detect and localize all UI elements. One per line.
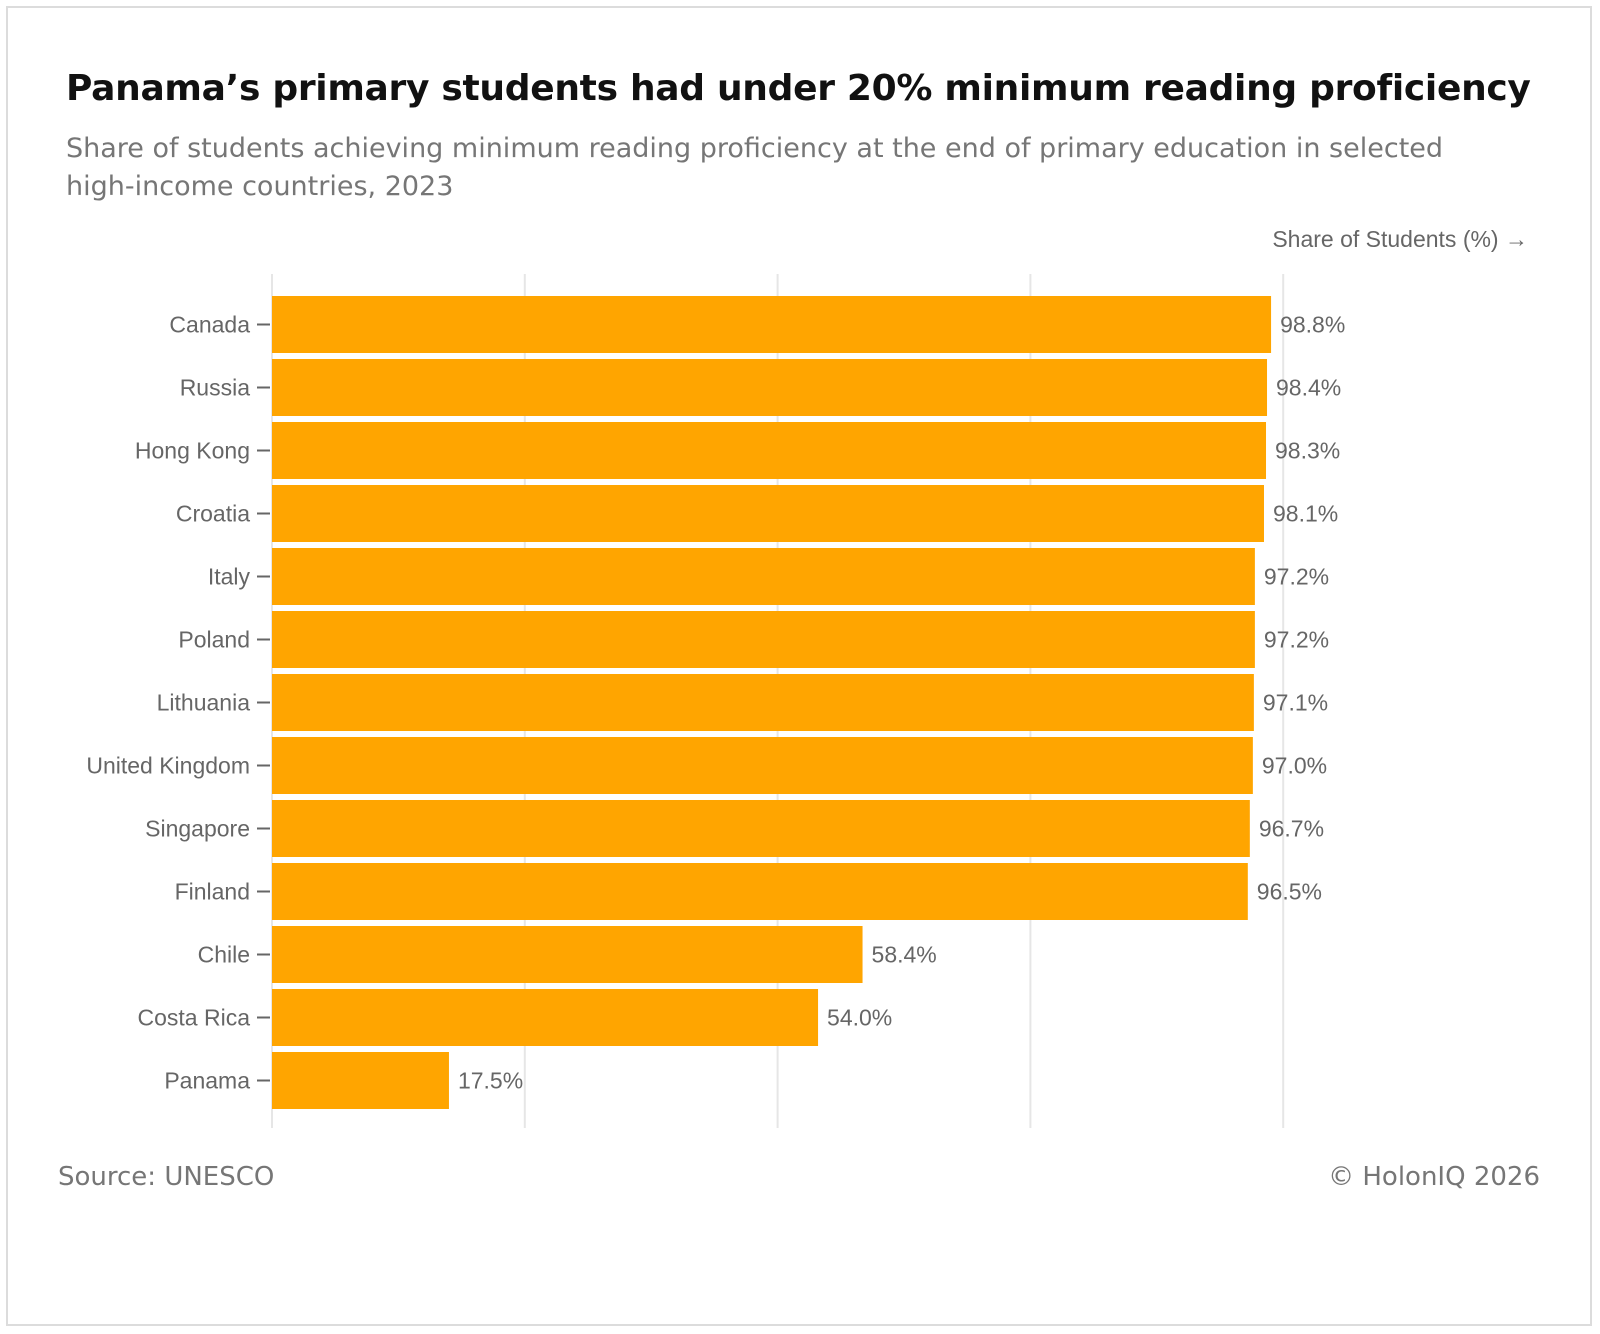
y-tick-label-poland: Poland — [178, 627, 250, 653]
y-tick-label-chile: Chile — [198, 942, 250, 968]
y-tick-label-singapore: Singapore — [145, 816, 250, 842]
data-label-russia: 98.4% — [1276, 375, 1341, 401]
y-tick-label-italy: Italy — [208, 564, 251, 590]
y-tick-label-united-kingdom: United Kingdom — [86, 753, 250, 779]
data-label-chile: 58.4% — [872, 942, 937, 968]
bar-lithuania — [272, 674, 1254, 731]
copyright-note: © HolonIQ 2026 — [1328, 1162, 1540, 1192]
bar-finland — [272, 863, 1248, 920]
bar-hong-kong — [272, 422, 1267, 479]
bar-italy — [272, 548, 1255, 605]
y-tick-label-canada: Canada — [169, 312, 250, 338]
chart-subtitle: Share of students achieving minimum read… — [66, 133, 1444, 202]
data-label-panama: 17.5% — [458, 1068, 523, 1094]
data-label-lithuania: 97.1% — [1263, 690, 1328, 716]
y-tick-label-costa-rica: Costa Rica — [138, 1005, 251, 1031]
bar-singapore — [272, 800, 1250, 857]
bar-russia — [272, 359, 1268, 416]
y-tick-label-panama: Panama — [164, 1068, 250, 1094]
bar-chile — [272, 926, 863, 983]
y-tick-label-finland: Finland — [175, 879, 250, 905]
data-label-italy: 97.2% — [1264, 564, 1329, 590]
source-note: Source: UNESCO — [58, 1162, 275, 1192]
data-label-hong-kong: 98.3% — [1275, 438, 1340, 464]
bar-poland — [272, 611, 1255, 668]
data-label-poland: 97.2% — [1264, 627, 1329, 653]
bar-costa-rica — [272, 989, 819, 1046]
bar-canada — [272, 296, 1272, 353]
data-label-finland: 96.5% — [1257, 879, 1322, 905]
chart-title: Panama’s primary students had under 20% … — [66, 68, 1531, 109]
bar-united-kingdom — [272, 737, 1253, 794]
y-tick-label-croatia: Croatia — [176, 501, 250, 527]
chart-card: Panama’s primary students had under 20% … — [6, 6, 1592, 1326]
data-label-singapore: 96.7% — [1259, 816, 1324, 842]
x-axis-label: Share of Students (%) → — [1272, 226, 1528, 252]
y-tick-label-russia: Russia — [180, 375, 251, 401]
y-tick-label-lithuania: Lithuania — [157, 690, 251, 716]
data-label-croatia: 98.1% — [1273, 501, 1338, 527]
data-label-united-kingdom: 97.0% — [1262, 753, 1327, 779]
bar-panama — [272, 1052, 449, 1109]
data-label-canada: 98.8% — [1280, 312, 1345, 338]
y-tick-label-hong-kong: Hong Kong — [135, 438, 250, 464]
bar-croatia — [272, 485, 1264, 542]
data-label-costa-rica: 54.0% — [827, 1005, 892, 1031]
